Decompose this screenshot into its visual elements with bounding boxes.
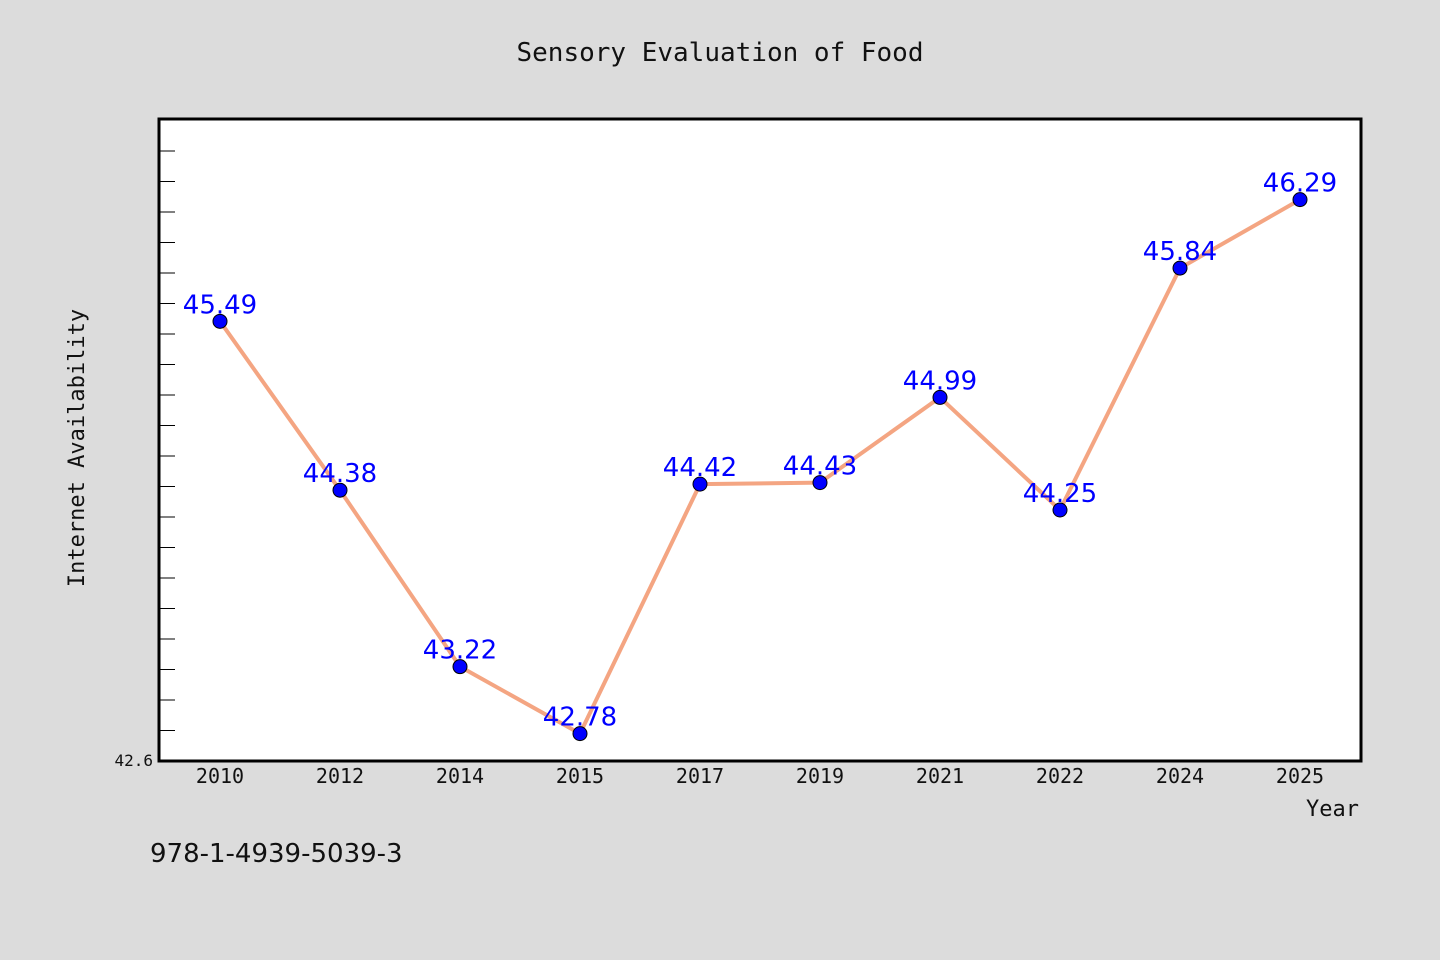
series-markers — [212, 192, 1308, 742]
data-point — [212, 313, 228, 329]
series-line — [218, 197, 1301, 736]
plot-area — [159, 119, 1361, 761]
data-labels: 45.49 44.38 43.22 42.78 44.42 44.43 44.99 44.25… — [183, 169, 1337, 733]
x-tick-label: 2017 — [676, 764, 724, 788]
data-label: 46.29 — [1263, 169, 1337, 199]
data-label: 42.78 — [543, 703, 617, 733]
x-tick-label: 2010 — [196, 764, 244, 788]
data-point — [572, 726, 588, 742]
data-point — [452, 659, 468, 675]
data-label: 44.42 — [663, 453, 737, 483]
x-tick-label: 2012 — [316, 764, 364, 788]
x-tick-label: 2025 — [1276, 764, 1324, 788]
x-tick-label: 2022 — [1036, 764, 1084, 788]
chart-title: Sensory Evaluation of Food — [517, 38, 924, 68]
x-tick-label: 2024 — [1156, 764, 1204, 788]
data-point — [692, 476, 708, 492]
data-point — [812, 475, 828, 491]
data-label: 44.43 — [783, 452, 857, 482]
data-label: 45.49 — [183, 290, 257, 320]
data-point — [1052, 502, 1068, 518]
y-tick-label: 42.6 — [114, 751, 153, 770]
plot-frame — [157, 117, 1363, 763]
x-tick-label: 2021 — [916, 764, 964, 788]
data-point — [1172, 260, 1188, 276]
data-point — [332, 482, 348, 498]
data-point — [1292, 192, 1308, 208]
data-label: 44.25 — [1023, 479, 1097, 509]
y-axis-label: Internet Availability — [65, 309, 90, 587]
data-label: 44.38 — [303, 459, 377, 489]
data-point — [932, 389, 948, 405]
data-label: 45.84 — [1143, 237, 1217, 267]
x-tick-label: 2015 — [556, 764, 604, 788]
data-label: 43.22 — [423, 636, 497, 666]
data-label: 44.99 — [903, 366, 977, 396]
isbn-text: 978-1-4939-5039-3 — [150, 839, 403, 869]
x-tick-labels: 2010 2012 2014 2015 2017 2019 2021 2022 2024 2025 — [196, 764, 1324, 788]
x-tick-label: 2019 — [796, 764, 844, 788]
x-tick-label: 2014 — [436, 764, 484, 788]
y-minor-ticks — [159, 150, 175, 762]
x-axis-label: Year — [1306, 797, 1359, 822]
